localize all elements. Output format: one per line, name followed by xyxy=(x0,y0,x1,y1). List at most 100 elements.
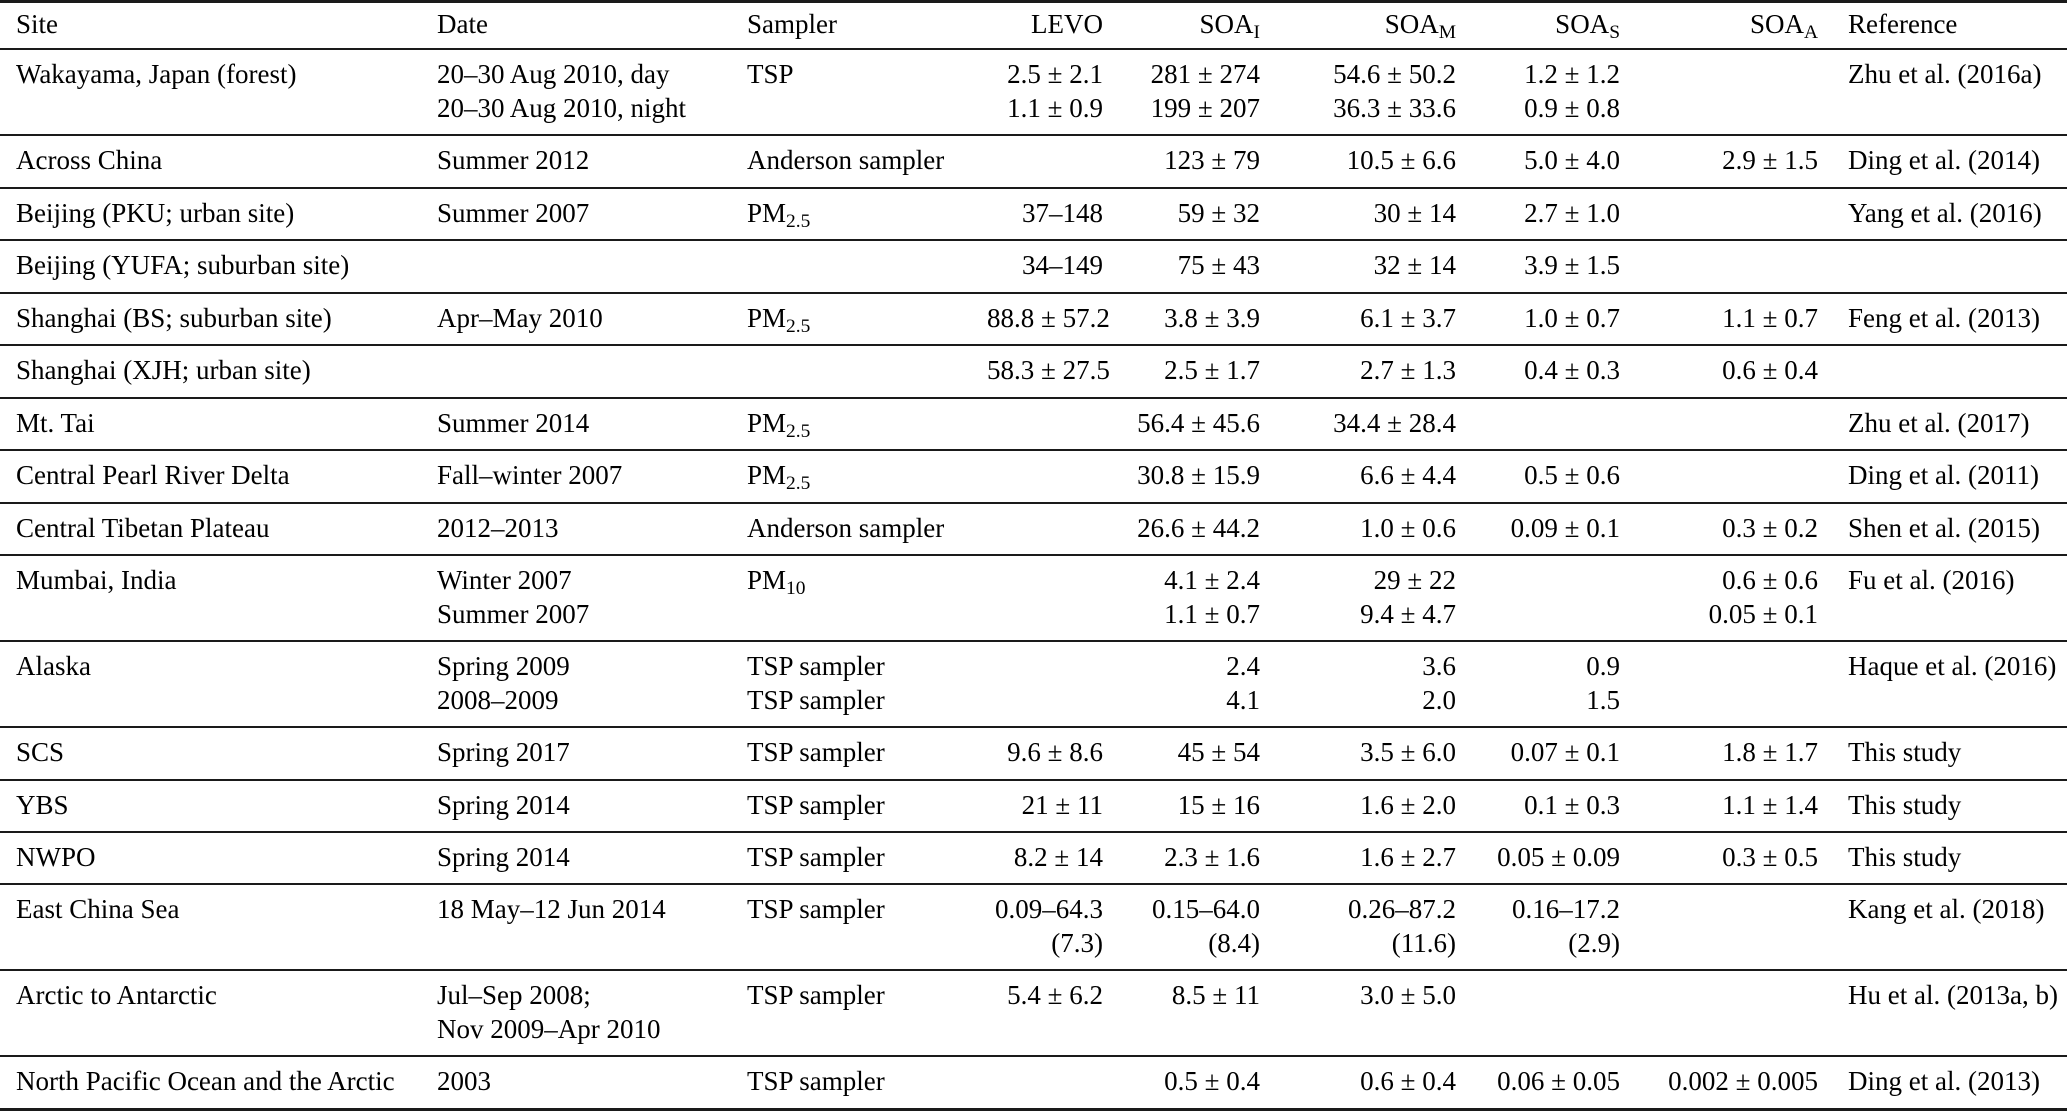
cell-date: Spring 2017 xyxy=(435,727,745,781)
cell-line: YBS xyxy=(16,789,69,820)
cell-reference: Ding et al. (2011) xyxy=(1820,450,2067,504)
cell-soa_i: 2.5 ± 1.7 xyxy=(1105,345,1262,399)
cell-site: North Pacific Ocean and the Arctic xyxy=(0,1056,435,1109)
cell-line: 20–30 Aug 2010, day xyxy=(437,59,670,90)
cell-date: Spring 2009 2008–2009 xyxy=(435,641,745,729)
column-header-levo: LEVO xyxy=(985,1,1105,51)
table-row: Central Tibetan Plateau 2012–2013 Anderson… xyxy=(0,502,2067,557)
subscript: I xyxy=(1253,21,1260,43)
cell-sampler: TSP sampler xyxy=(745,727,985,781)
cell-line: 30.8 ± 15.9 xyxy=(1137,460,1260,491)
cell-sampler: PM10 xyxy=(745,555,985,643)
cell-line: 0.6 ± 0.6 xyxy=(1722,565,1818,596)
cell-soa_s: 0.05 ± 0.09 xyxy=(1458,831,1622,886)
cell-levo: 2.5 ± 2.1 1.1 ± 0.9 xyxy=(985,49,1105,137)
subscript: 2.5 xyxy=(786,315,811,337)
table-header-row: Site Date Sampler LEVO SOAI SOAM SOAS SOAA Refer… xyxy=(0,1,2067,51)
subscript: S xyxy=(1609,21,1620,43)
cell-line: 6.6 ± 4.4 xyxy=(1360,460,1456,491)
cell-line: 4.1 xyxy=(1226,684,1260,715)
cell-line xyxy=(1460,979,1620,1012)
cell-soa_m: 0.6 ± 0.4 xyxy=(1262,1056,1458,1109)
cell-line: Winter 2007 xyxy=(437,565,572,596)
cell-line: Mumbai, India xyxy=(16,565,177,596)
cell-soa_s xyxy=(1458,970,1622,1058)
cell-soa_i: 0.15–64.0 (8.4) xyxy=(1105,884,1262,972)
cell-line: 1.0 ± 0.6 xyxy=(1360,512,1456,543)
cell-soa_i: 26.6 ± 44.2 xyxy=(1105,502,1262,557)
cell-line: 1.1 ± 0.7 xyxy=(1164,598,1260,629)
cell-line: 29 ± 22 xyxy=(1373,565,1456,596)
cell-line: TSP sampler xyxy=(747,1066,885,1097)
cell-line: 2.5 ± 1.7 xyxy=(1164,355,1260,386)
cell-line: North Pacific Ocean and the Arctic xyxy=(16,1066,395,1097)
cell-line: Reference xyxy=(1848,9,1958,39)
cell-site: SCS xyxy=(0,727,435,781)
cell-line xyxy=(987,512,1103,545)
cell-line: 18 May–12 Jun 2014 xyxy=(437,894,666,925)
cell-reference xyxy=(1820,345,2067,399)
cell-line xyxy=(987,407,1103,440)
column-header-site: Site xyxy=(0,1,435,51)
subscript: 2.5 xyxy=(786,420,811,442)
cell-line xyxy=(1624,459,1818,492)
cell-site: Mumbai, India xyxy=(0,555,435,643)
cell-line: Shen et al. (2015) xyxy=(1848,512,2040,543)
cell-line: 36.3 ± 33.6 xyxy=(1333,92,1456,123)
cell-line: Summer 2012 xyxy=(437,145,590,176)
cell-line: 26.6 ± 44.2 xyxy=(1137,512,1260,543)
cell-line: East China Sea xyxy=(16,894,180,925)
cell-line: This study xyxy=(1848,789,1962,820)
cell-line: 54.6 ± 50.2 xyxy=(1333,59,1456,90)
cell-line: (7.3) xyxy=(1051,927,1103,958)
cell-line: Zhu et al. (2016a) xyxy=(1848,59,2042,90)
table-row: Arctic to Antarctic Jul–Sep 2008; Nov 2009… xyxy=(0,970,2067,1058)
cell-date: 18 May–12 Jun 2014 xyxy=(435,884,745,972)
cell-site: East China Sea xyxy=(0,884,435,972)
cell-soa_a: 0.6 ± 0.6 0.05 ± 0.1 xyxy=(1622,555,1820,643)
cell-line: 8.5 ± 11 xyxy=(1171,980,1260,1011)
cell-reference: Yang et al. (2016) xyxy=(1820,187,2067,242)
cell-reference: Haque et al. (2016) xyxy=(1820,641,2067,729)
cell-soa_s xyxy=(1458,555,1622,643)
cell-line: 0.06 ± 0.05 xyxy=(1497,1066,1620,1097)
cell-soa_s: 0.09 ± 0.1 xyxy=(1458,502,1622,557)
cell-line: Ding et al. (2013) xyxy=(1848,1066,2040,1097)
cell-soa_a xyxy=(1622,49,1820,137)
cell-site: Beijing (YUFA; suburban site) xyxy=(0,240,435,294)
cell-line: Nov 2009–Apr 2010 xyxy=(437,1013,661,1044)
cell-soa_i: 2.3 ± 1.6 xyxy=(1105,831,1262,886)
cell-sampler: TSP sampler xyxy=(745,884,985,972)
table-row: North Pacific Ocean and the Arctic 2003 TS… xyxy=(0,1056,2067,1109)
cell-soa_a: 0.3 ± 0.2 xyxy=(1622,502,1820,557)
cell-line: Ding et al. (2014) xyxy=(1848,145,2040,176)
column-header-soa_i: SOAI xyxy=(1105,1,1262,51)
table-header: Site Date Sampler LEVO SOAI SOAM SOAS SOAA Refer… xyxy=(0,1,2067,51)
cell-line: TSP sampler xyxy=(747,841,885,872)
cell-line xyxy=(1460,564,1620,597)
cell-soa_m: 54.6 ± 50.2 36.3 ± 33.6 xyxy=(1262,49,1458,137)
cell-line: 0.16–17.2 xyxy=(1512,894,1620,925)
cell-sampler: PM2.5 xyxy=(745,450,985,504)
cell-line: 0.26–87.2 xyxy=(1348,894,1456,925)
cell-line: Hu et al. (2013a, b) xyxy=(1848,980,2058,1011)
cell-soa_m: 10.5 ± 6.6 xyxy=(1262,135,1458,189)
cell-soa_a: 2.9 ± 1.5 xyxy=(1622,135,1820,189)
cell-line: (11.6) xyxy=(1391,927,1456,958)
cell-sampler: Anderson sampler xyxy=(745,502,985,557)
cell-line: Beijing (PKU; urban site) xyxy=(16,197,295,228)
cell-levo: 8.2 ± 14 xyxy=(985,831,1105,886)
cell-line: 88.8 ± 57.2 xyxy=(987,302,1110,333)
cell-line: Alaska xyxy=(16,651,91,682)
cell-site: Central Pearl River Delta xyxy=(0,450,435,504)
cell-line xyxy=(1624,893,1818,926)
cell-line: 0.09–64.3 xyxy=(995,894,1103,925)
cell-site: Across China xyxy=(0,135,435,189)
cell-soa_m: 1.0 ± 0.6 xyxy=(1262,502,1458,557)
cell-date: Summer 2014 xyxy=(435,397,745,452)
cell-levo: 21 ± 11 xyxy=(985,779,1105,833)
column-header-soa_m: SOAM xyxy=(1262,1,1458,51)
cell-soa_i: 123 ± 79 xyxy=(1105,135,1262,189)
cell-line: Arctic to Antarctic xyxy=(16,980,217,1011)
cell-line xyxy=(987,564,1103,597)
